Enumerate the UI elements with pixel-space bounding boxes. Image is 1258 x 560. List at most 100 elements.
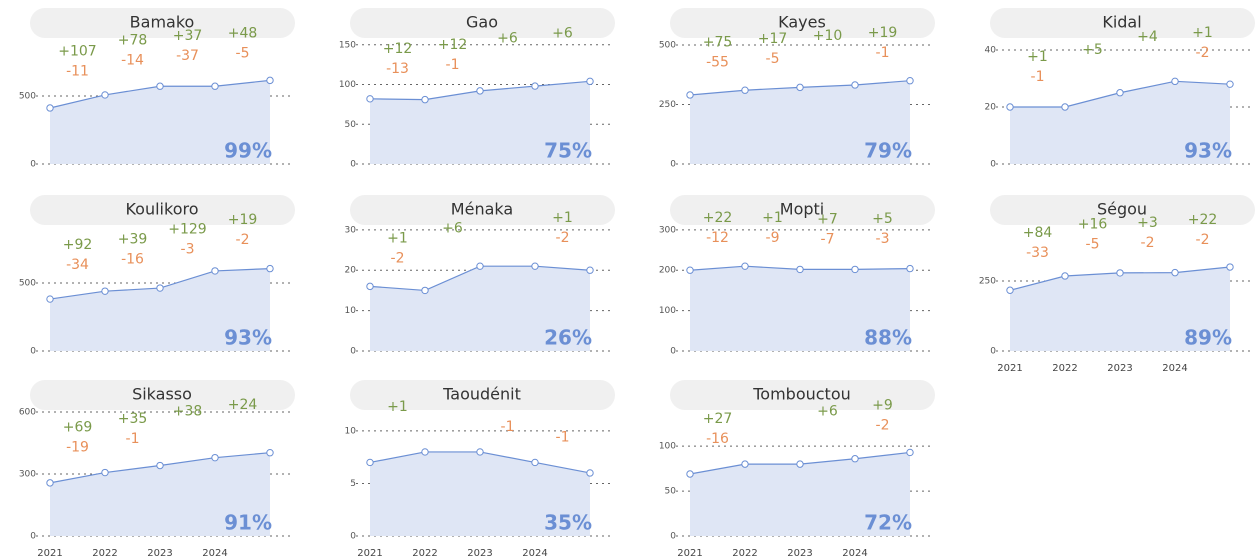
loss-label: -14 <box>121 53 144 69</box>
title-pill <box>350 8 615 38</box>
gain-label: +24 <box>228 397 258 413</box>
y-tick-label: 200 <box>659 266 676 276</box>
title-pill <box>670 380 935 410</box>
x-tick-label: 2023 <box>147 548 172 559</box>
point <box>46 479 54 487</box>
point <box>1171 77 1179 86</box>
gain-label: +35 <box>118 411 148 427</box>
point <box>686 266 694 274</box>
gain-label: +37 <box>173 28 203 44</box>
y-tick-label: 5 <box>350 479 356 489</box>
y-tick-label: 0 <box>990 347 996 357</box>
panel: Mopti 0 100 200 300 +22 -12 +1 -9 +7 -7 +5 -3 88% <box>659 195 935 357</box>
title-pill <box>670 195 935 225</box>
y-tick-label: 250 <box>979 277 996 287</box>
point <box>851 265 859 274</box>
loss-label: -2 <box>876 418 890 434</box>
y-tick-label: 500 <box>19 279 36 289</box>
gain-label: +1 <box>1192 25 1213 41</box>
loss-label: -1 <box>1031 69 1045 85</box>
x-tick-label: 2024 <box>842 548 867 559</box>
y-tick-label: 600 <box>19 408 36 418</box>
gain-label: +19 <box>868 25 898 41</box>
panel: Bamako 0 500 +107 -11 +78 -14 +37 -37 +48 -5 99% <box>19 8 295 170</box>
point <box>101 468 109 477</box>
y-tick-label: 150 <box>339 40 356 50</box>
point <box>686 470 694 478</box>
gain-label: +92 <box>63 237 93 253</box>
point <box>156 284 164 292</box>
gain-label: +75 <box>703 35 733 51</box>
total-label: 93% <box>224 326 272 350</box>
panel-title: Ségou <box>1097 200 1147 219</box>
loss-label: -2 <box>236 232 250 248</box>
title-pill <box>30 380 295 410</box>
gain-label: +6 <box>552 26 573 42</box>
panel-title: Ménaka <box>451 200 513 219</box>
gain-label: +19 <box>228 212 258 228</box>
title-pill <box>30 8 295 38</box>
loss-label: -5 <box>1086 236 1100 252</box>
y-tick-label: 0 <box>30 532 36 542</box>
y-tick-label: 500 <box>19 92 36 102</box>
y-tick-label: 20 <box>345 266 357 276</box>
x-tick-label: 2021 <box>677 548 702 559</box>
loss-label: -9 <box>766 230 780 246</box>
total-label: 88% <box>864 326 912 350</box>
point <box>46 104 54 112</box>
y-tick-label: 0 <box>350 160 356 170</box>
total-label: 91% <box>224 511 272 535</box>
gain-label: +16 <box>1078 216 1108 232</box>
total-label: 93% <box>1184 139 1232 163</box>
area <box>50 268 270 351</box>
x-tick-label: 2023 <box>787 548 812 559</box>
loss-label: -5 <box>766 51 780 67</box>
point <box>1061 272 1069 280</box>
panel: Taoudénit 0 5 10 +1 -1 -1 35% 2021 2022 2023 2024 <box>345 380 615 559</box>
loss-label: -11 <box>66 63 89 79</box>
gain-label: +1 <box>387 399 408 415</box>
total-label: 99% <box>224 139 272 163</box>
point <box>366 282 374 291</box>
x-tick-label: 2022 <box>732 548 757 559</box>
area <box>690 266 910 351</box>
total-label: 72% <box>864 511 912 535</box>
loss-label: -12 <box>706 230 729 246</box>
y-tick-label: 50 <box>665 487 677 497</box>
y-tick-label: 300 <box>659 225 676 235</box>
point <box>266 264 274 273</box>
y-tick-label: 10 <box>345 426 357 436</box>
gain-label: +1 <box>552 210 573 226</box>
point <box>1226 80 1234 88</box>
point <box>586 266 594 274</box>
x-tick-label: 2022 <box>92 548 117 559</box>
y-tick-label: 0 <box>30 347 36 357</box>
gain-label: +38 <box>173 404 203 420</box>
loss-label: -2 <box>1141 235 1155 251</box>
loss-label: -2 <box>1196 232 1210 248</box>
x-tick-label: 2021 <box>37 548 62 559</box>
point <box>686 91 694 99</box>
x-tick-label: 2021 <box>357 548 382 559</box>
loss-label: -1 <box>556 430 570 446</box>
gain-label: +12 <box>438 37 468 53</box>
y-tick-label: 40 <box>985 45 997 55</box>
y-tick-label: 50 <box>345 120 357 130</box>
point <box>906 448 914 457</box>
loss-label: -16 <box>121 252 144 268</box>
panel: Ségou 0 250 +84 -33 +16 -5 +3 -2 +22 -2 89% 2021 2022… <box>979 195 1255 374</box>
point <box>1171 268 1179 277</box>
loss-label: -1 <box>876 45 890 61</box>
loss-label: -1 <box>501 419 515 435</box>
gain-label: +6 <box>497 30 518 46</box>
panel: Koulikoro 0 500 +92 -34 +39 -16 +129 -3 +19 -2 93% <box>19 195 295 357</box>
y-tick-label: 0 <box>670 160 676 170</box>
point <box>586 77 594 86</box>
point <box>211 453 219 462</box>
total-label: 26% <box>544 326 592 350</box>
gain-label: +48 <box>228 25 258 41</box>
point <box>1006 103 1014 111</box>
loss-label: -3 <box>181 241 195 257</box>
total-label: 89% <box>1184 326 1232 350</box>
